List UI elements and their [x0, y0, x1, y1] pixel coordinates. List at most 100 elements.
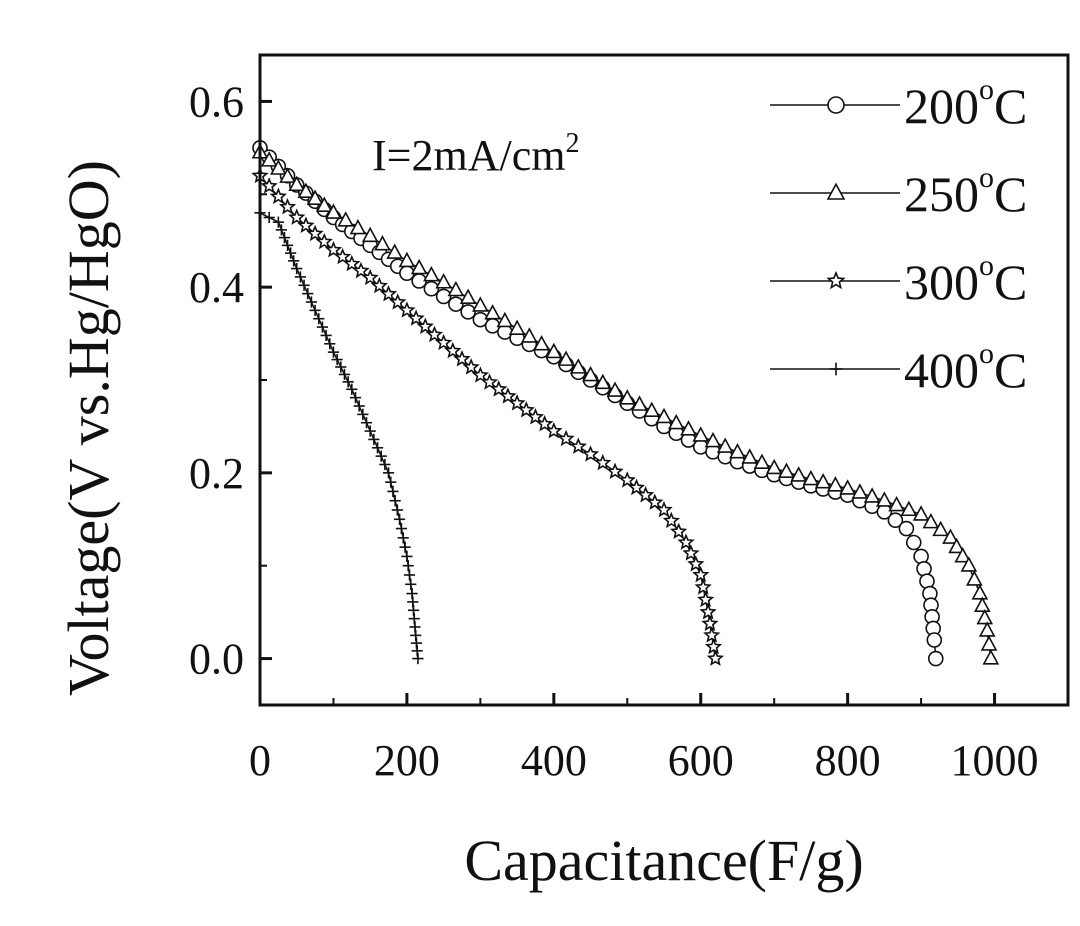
data-point — [337, 211, 355, 227]
data-point — [325, 203, 342, 219]
data-point — [379, 458, 391, 471]
data-point — [484, 304, 501, 320]
data-point — [288, 255, 300, 267]
data-point — [281, 239, 294, 251]
plus-marker — [829, 362, 843, 376]
legend-entry: 400oC — [770, 337, 1027, 398]
data-point — [669, 522, 688, 539]
data-point — [368, 433, 380, 446]
data-point — [357, 408, 369, 420]
data-point — [425, 325, 444, 343]
data-point — [315, 196, 333, 212]
data-point — [448, 296, 464, 312]
y-tick-label: 0.0 — [189, 635, 244, 684]
data-point — [435, 333, 453, 351]
y-tick-label: 0.6 — [189, 77, 244, 126]
data-point — [703, 626, 721, 643]
data-point — [374, 235, 391, 251]
data-point — [263, 211, 275, 224]
data-point — [692, 565, 710, 583]
data-point — [335, 361, 347, 373]
data-point — [741, 448, 759, 464]
data-point — [704, 637, 723, 655]
y-axis-title: Voltage(V vs.Hg/HgO) — [56, 160, 121, 696]
data-point — [545, 422, 563, 439]
data-point — [922, 512, 940, 529]
data-point — [606, 381, 624, 397]
data-point — [508, 394, 526, 411]
x-tick-label: 1000 — [951, 736, 1039, 785]
data-point — [334, 247, 352, 265]
data-point — [447, 280, 465, 297]
legend-entry: 200oC — [770, 73, 1027, 134]
data-point — [960, 556, 978, 572]
data-point — [637, 485, 655, 503]
data-point — [302, 288, 314, 300]
data-point — [412, 652, 424, 665]
data-point — [677, 533, 695, 550]
data-point — [275, 224, 288, 236]
data-point — [398, 301, 416, 318]
data-point — [410, 258, 428, 275]
data-point — [402, 560, 414, 572]
data-point — [545, 342, 563, 359]
data-point — [814, 473, 832, 489]
data-point — [327, 346, 340, 358]
data-point — [338, 368, 351, 381]
legend-label-main: 200 — [904, 78, 979, 134]
data-point — [729, 443, 746, 459]
x-axis-title: Capacitance(F/g) — [464, 828, 863, 893]
data-point — [697, 590, 715, 608]
data-point — [557, 429, 575, 447]
data-point — [982, 649, 1000, 665]
data-point — [291, 262, 303, 275]
legend-label-degree: o — [979, 249, 994, 282]
data-point — [978, 621, 996, 637]
data-point — [905, 534, 922, 551]
data-point — [364, 425, 376, 437]
legend-label: 200oC — [904, 73, 1027, 134]
data-point — [980, 635, 998, 651]
data-point — [371, 442, 384, 454]
data-point — [423, 265, 440, 282]
data-point — [269, 187, 287, 204]
data-point — [966, 570, 983, 586]
plot-content — [251, 140, 1000, 667]
legend-label-main: 400 — [904, 342, 979, 398]
data-point — [557, 350, 575, 366]
data-point — [279, 167, 296, 183]
data-point — [753, 453, 771, 470]
data-point — [472, 296, 489, 312]
data-point — [876, 491, 893, 507]
data-point — [387, 485, 399, 498]
data-point — [315, 232, 333, 250]
data-point — [403, 569, 416, 581]
series-250 — [251, 143, 1000, 665]
data-point — [288, 175, 306, 192]
data-point — [343, 254, 361, 272]
data-point — [526, 407, 545, 425]
data-point — [631, 395, 648, 411]
data-point — [900, 500, 918, 517]
data-point — [618, 471, 636, 488]
data-point — [582, 365, 599, 382]
annotation-main: I=2mA/cm — [372, 131, 565, 180]
data-point — [499, 387, 517, 404]
data-point — [618, 389, 636, 405]
data-point — [353, 400, 365, 412]
data-point — [416, 317, 434, 334]
data-point — [386, 243, 404, 259]
data-point — [360, 417, 373, 429]
current-density-annotation: I=2mA/cm2 — [372, 128, 579, 180]
data-point — [662, 511, 681, 529]
data-point — [278, 232, 291, 244]
data-point — [898, 520, 915, 537]
data-point — [594, 453, 612, 471]
data-point — [270, 159, 287, 175]
data-point — [407, 309, 425, 326]
data-point — [942, 528, 959, 544]
data-point — [954, 547, 972, 563]
data-point — [646, 493, 664, 510]
data-point — [643, 401, 661, 418]
